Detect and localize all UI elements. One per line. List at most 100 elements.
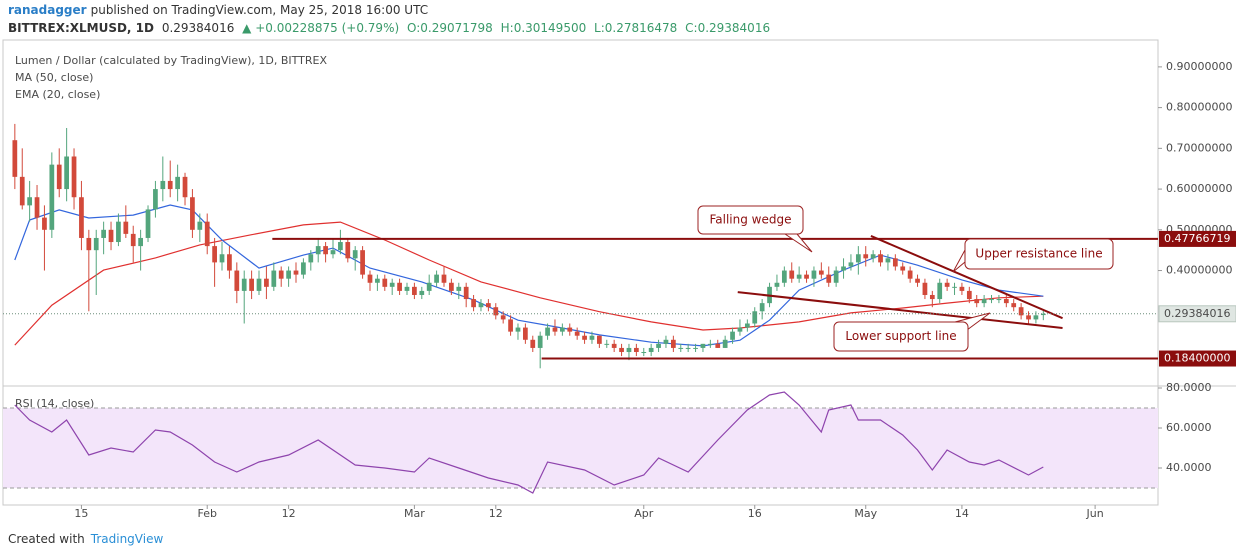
rsi-tick-label: 80.0000 [1166, 381, 1212, 394]
candle-body [241, 278, 247, 291]
candle-body [116, 221, 121, 243]
candle-body [648, 347, 654, 353]
y-tick-label: 0.90000000 [1166, 60, 1232, 73]
candle-body [212, 246, 217, 263]
high: H:0.30149500 [500, 21, 587, 35]
legend-ma: MA (50, close) [15, 71, 93, 84]
candle-body [271, 270, 277, 287]
candle-body [101, 229, 106, 238]
last-price: 0.29384016 [161, 21, 235, 35]
footer: Created with TradingView [8, 532, 163, 546]
candle-body [315, 246, 321, 255]
candle-body [27, 197, 33, 206]
candle-body [722, 339, 728, 348]
low: L:0.27816478 [594, 21, 678, 35]
candle-body [49, 164, 55, 230]
legend-ema: EMA (20, close) [15, 88, 100, 101]
candle-body [471, 299, 476, 308]
quote-line: BITTREX:XLMUSD, 1D 0.29384016 ▲ +0.00228… [8, 21, 774, 35]
candle-body [397, 282, 402, 291]
candle-body [412, 286, 417, 295]
candle-body [545, 327, 550, 336]
candle-body [833, 270, 839, 283]
last-price-label: 0.29384016 [1164, 307, 1230, 320]
candle-body [523, 327, 528, 340]
candle-body [34, 197, 40, 218]
candle-body [493, 307, 499, 316]
candle-body [996, 299, 1002, 301]
candle-body [389, 282, 395, 287]
x-tick-label: Jun [1086, 507, 1104, 520]
candle-body [841, 266, 846, 271]
rsi-tick-label: 40.0000 [1166, 461, 1212, 474]
candle-body [989, 299, 994, 301]
candle-body [611, 343, 617, 348]
candle-body [959, 286, 965, 291]
created-with: Created with [8, 532, 85, 546]
candle-body [900, 266, 906, 271]
candle-body [818, 270, 824, 275]
candle-body [338, 242, 343, 251]
candle-body [915, 278, 920, 283]
candle-body [863, 254, 869, 259]
callout-pointer [952, 249, 966, 273]
x-tick-label: 15 [74, 507, 88, 520]
candle-body [449, 282, 454, 291]
candle-body [508, 319, 513, 332]
candle-body [375, 278, 380, 283]
candle-body [774, 282, 780, 287]
candle-body [130, 233, 136, 247]
candle-body [486, 303, 491, 308]
candle-body [308, 254, 314, 263]
brand[interactable]: TradingView [90, 532, 164, 546]
candle-body [160, 180, 166, 190]
candle-body [744, 323, 750, 328]
candle-body [478, 303, 484, 308]
candle-body [560, 327, 565, 332]
candle-body [219, 254, 225, 263]
callout-pointer [784, 233, 813, 253]
last-price-box [1158, 305, 1236, 323]
candle-body [974, 299, 980, 304]
candle-body [530, 339, 536, 348]
candle-body [197, 221, 203, 230]
x-tick-label: Feb [197, 507, 216, 520]
candle-body [796, 274, 802, 279]
published: published on TradingView.com, May 25, 20… [90, 3, 429, 17]
candle-body [167, 180, 173, 190]
x-tick-label: May [854, 507, 877, 520]
candle-body [715, 343, 721, 348]
candle-body [456, 286, 462, 291]
candle-body [108, 229, 114, 243]
candle-body [752, 311, 758, 324]
author[interactable]: ranadagger [8, 3, 87, 17]
candle-body [811, 270, 817, 279]
candle-body [693, 347, 698, 349]
candle-body [71, 156, 77, 198]
level-label-box [1159, 230, 1236, 247]
candle-body [1033, 315, 1039, 320]
x-tick-label: 14 [955, 507, 969, 520]
candle-body [293, 270, 299, 275]
candle-body [441, 274, 447, 283]
candle-body [582, 335, 587, 340]
trend-line [737, 291, 1063, 329]
candle-body [227, 254, 232, 271]
candle-body [929, 294, 935, 300]
candle-body [301, 262, 306, 275]
candle-body [870, 254, 876, 259]
candle-body [707, 343, 713, 345]
x-tick-label: Mar [404, 507, 425, 520]
candle-body [264, 278, 269, 287]
candle-body [500, 315, 506, 320]
publish-line: ranadagger published on TradingView.com, … [8, 3, 432, 17]
candle-body [1026, 315, 1031, 320]
candle-body [885, 258, 891, 263]
candle-body [175, 176, 180, 190]
rsi-line [14, 391, 1044, 494]
candle-body [685, 347, 691, 349]
candle-body [537, 335, 543, 348]
y-tick-label: 0.60000000 [1166, 182, 1232, 195]
candle-body [249, 278, 254, 291]
change: ▲ +0.00228875 (+0.79%) [242, 21, 400, 35]
